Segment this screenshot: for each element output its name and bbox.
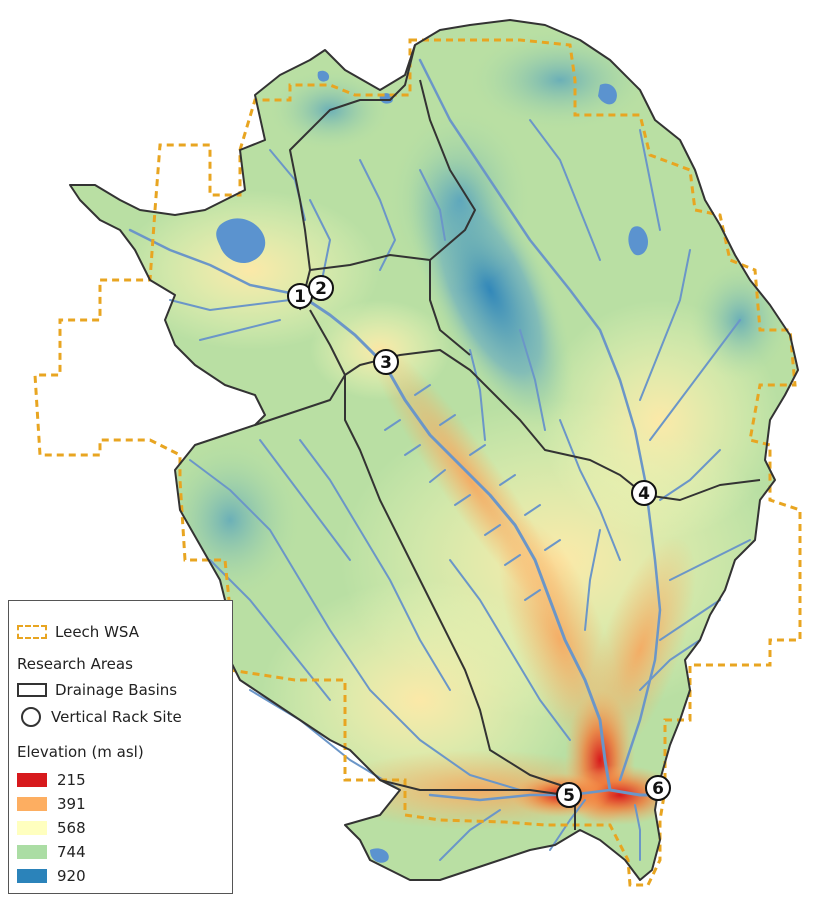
svg-text:5: 5 xyxy=(563,786,575,806)
svg-text:1: 1 xyxy=(294,287,306,307)
legend-basins: Drainage Basins xyxy=(9,681,177,699)
elevation-swatch xyxy=(17,821,47,835)
elevation-swatch xyxy=(17,869,47,883)
site-5[interactable]: 5 xyxy=(556,782,582,808)
lake xyxy=(317,70,330,82)
site-4[interactable]: 4 xyxy=(631,480,657,506)
elevation-class: 215 xyxy=(9,771,86,789)
vertical-rack-sites: 1 2 3 4 5 6 xyxy=(287,275,671,808)
elevation-class: 568 xyxy=(9,819,86,837)
river-network xyxy=(128,58,751,861)
wsa-swatch xyxy=(17,625,47,639)
elevation-class: 744 xyxy=(9,843,86,861)
west-river xyxy=(128,228,302,297)
south-river xyxy=(428,788,612,802)
site-3[interactable]: 3 xyxy=(373,349,399,375)
basin-divide xyxy=(309,79,476,271)
svg-text:2: 2 xyxy=(315,279,327,299)
rack-label: Vertical Rack Site xyxy=(51,708,182,726)
site-1[interactable]: 1 xyxy=(287,283,313,309)
lakes xyxy=(216,70,648,863)
wsa-label: Leech WSA xyxy=(55,623,139,641)
lake xyxy=(598,83,617,105)
legend-wsa: Leech WSA xyxy=(9,623,139,641)
legend-rack: Vertical Rack Site xyxy=(9,707,182,727)
basins-label: Drainage Basins xyxy=(55,681,178,699)
basin-swatch xyxy=(17,683,47,697)
basin-divide xyxy=(254,374,346,426)
elevation-class: 391 xyxy=(9,795,86,813)
svg-text:4: 4 xyxy=(638,484,650,504)
map-legend: Leech WSA Research Areas Drainage Basins… xyxy=(8,600,233,894)
basin-divide xyxy=(289,44,416,311)
research-heading: Research Areas xyxy=(17,655,133,673)
svg-text:6: 6 xyxy=(652,779,664,799)
basin-divide xyxy=(379,779,566,796)
lake xyxy=(370,848,389,863)
rack-swatch xyxy=(21,707,41,727)
elevation-swatch xyxy=(17,845,47,859)
north-river xyxy=(309,199,331,291)
basin-divide xyxy=(344,375,576,830)
lake xyxy=(628,226,648,256)
site-6[interactable]: 6 xyxy=(645,775,671,801)
site-2[interactable]: 2 xyxy=(308,275,334,301)
basin-divide xyxy=(309,309,761,501)
basin-divides xyxy=(254,44,761,830)
watershed-outline xyxy=(69,19,799,881)
elevation-swatch xyxy=(17,797,47,811)
basin-divide xyxy=(429,260,471,356)
elevation-heading: Elevation (m asl) xyxy=(17,743,144,761)
wsa-boundary xyxy=(33,38,802,887)
east-river xyxy=(418,58,662,782)
svg-text:3: 3 xyxy=(380,353,392,373)
lake xyxy=(216,218,266,264)
elevation-swatch xyxy=(17,773,47,787)
elevation-class: 920 xyxy=(9,867,86,885)
